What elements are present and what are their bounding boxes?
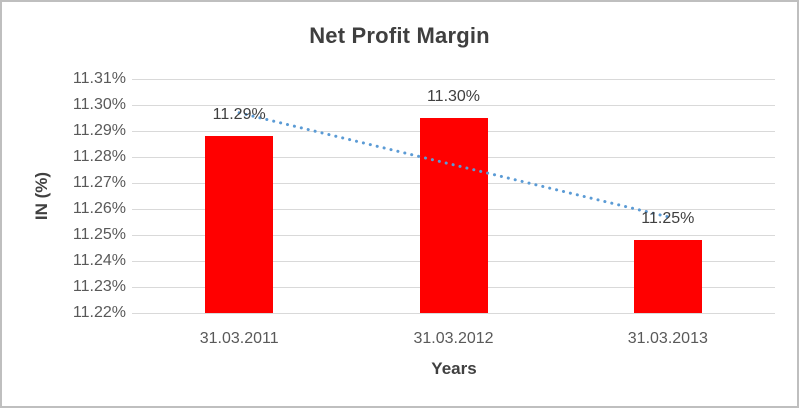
gridline <box>132 79 775 80</box>
y-tick-label: 11.26% <box>72 200 126 217</box>
bar <box>633 240 702 313</box>
x-tick-label: 31.03.2013 <box>627 330 708 347</box>
x-axis-title: Years <box>431 359 477 378</box>
data-label: 11.29% <box>212 106 266 124</box>
y-tick-label: 11.25% <box>72 226 126 243</box>
y-tick-label: 11.23% <box>72 278 126 295</box>
data-label: 11.30% <box>426 88 481 105</box>
gridline <box>132 105 775 106</box>
y-tick-label: 11.28% <box>72 148 126 165</box>
data-label: 11.25% <box>641 210 695 228</box>
x-tick-label: 31.03.2012 <box>413 330 494 347</box>
gridline <box>132 313 775 314</box>
chart-title: Net Profit Margin <box>309 23 490 48</box>
y-tick-label: 11.27% <box>72 174 126 191</box>
y-tick-label: 11.30% <box>72 96 126 113</box>
y-tick-label: 11.31% <box>72 70 126 87</box>
y-tick-label: 11.29% <box>72 122 126 139</box>
y-tick-label: 11.22% <box>72 304 126 321</box>
y-tick-label: 11.24% <box>72 252 126 269</box>
x-tick-label: 31.03.2011 <box>199 330 279 347</box>
